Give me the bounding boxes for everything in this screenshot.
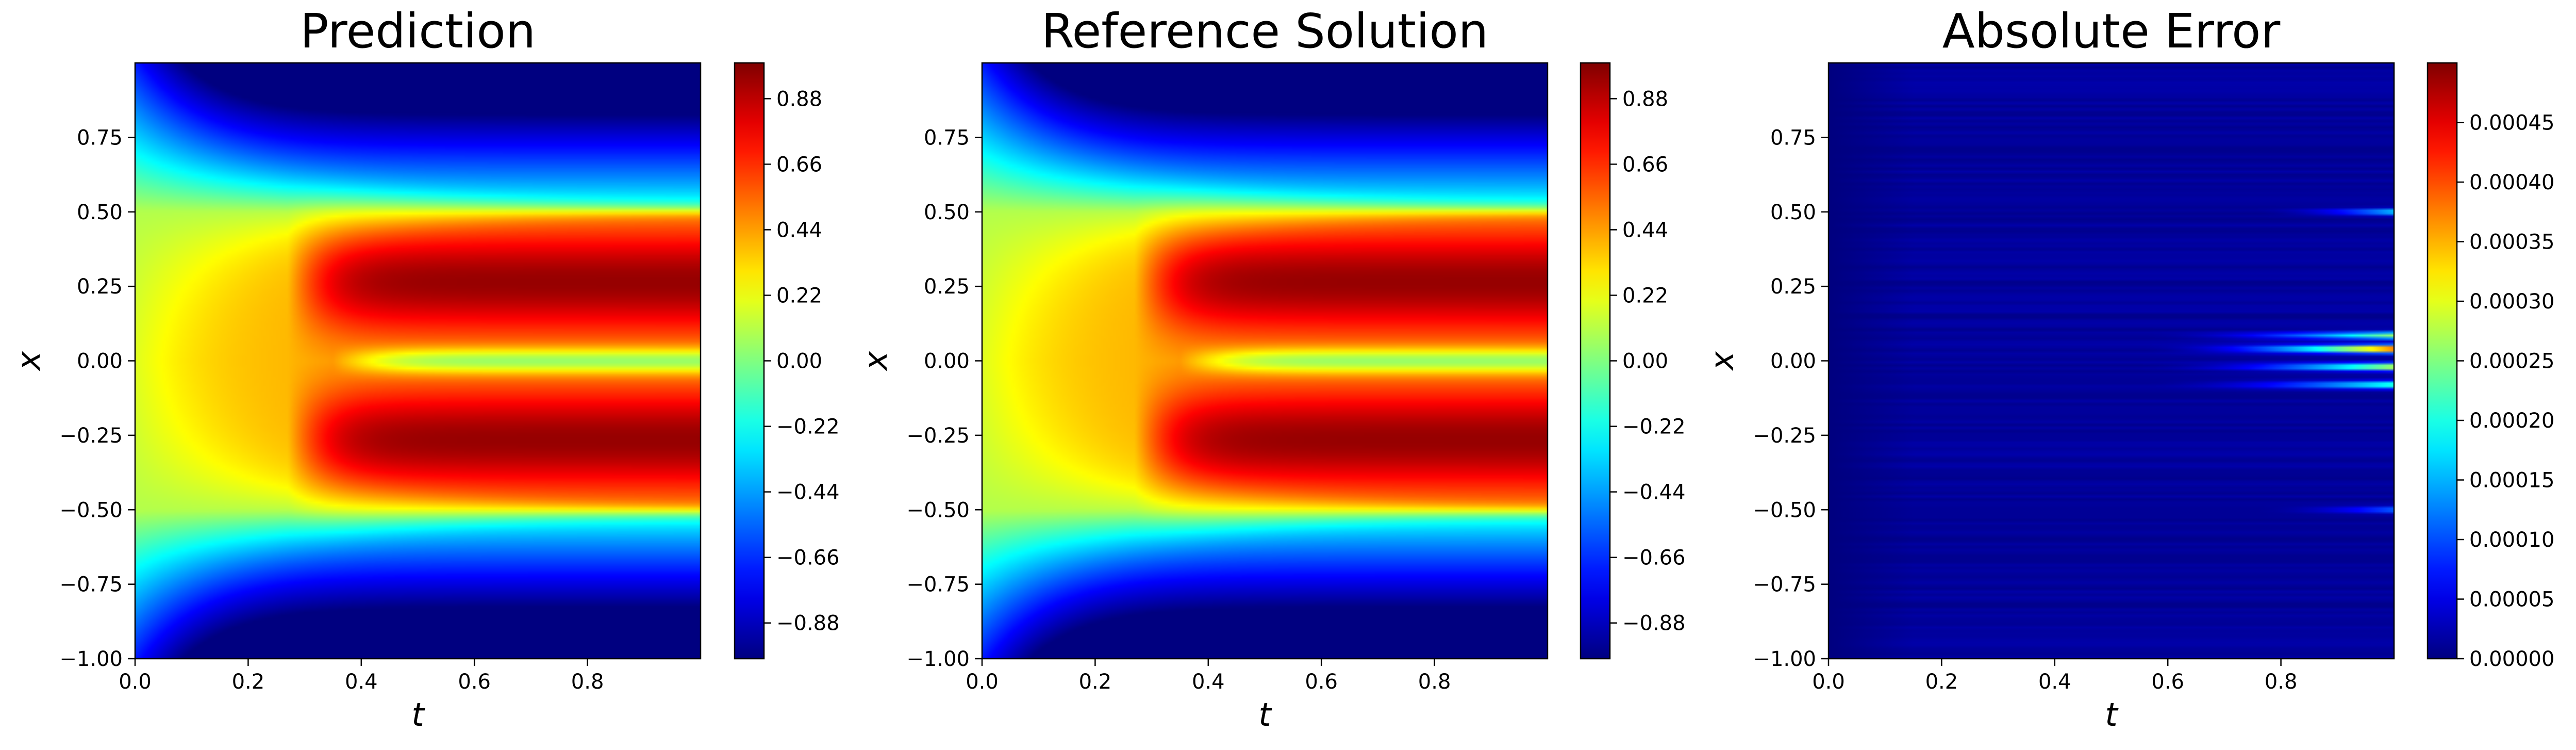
x-tick-label: 0.6 bbox=[2151, 670, 2184, 694]
panel-1: Prediction 0.0 0.2 0.4 0.6 0.8 0.75 0.50 0.25 0.0… bbox=[10, 4, 840, 733]
colorbar-tick-label: 0.22 bbox=[1622, 284, 1668, 307]
panel-2: Reference Solution 0.0 0.2 0.4 0.6 0.8 0.75 0.5… bbox=[857, 4, 1686, 733]
x-axis-label: t bbox=[1258, 696, 1272, 733]
colorbar-tick-label: 0.00035 bbox=[2469, 231, 2554, 254]
y-tick-label: 0.00 bbox=[77, 350, 123, 373]
y-tick-label: −0.75 bbox=[59, 573, 123, 597]
x-tick-label: 0.6 bbox=[458, 670, 491, 694]
panel-3: Absolute Error 0.0 0.2 0.4 0.6 0.8 0.75 0.50 0.2… bbox=[1703, 4, 2554, 733]
y-tick-label: −0.75 bbox=[906, 573, 970, 597]
panel-title: Reference Solution bbox=[1041, 4, 1488, 59]
colorbar-tick-label: 0.00000 bbox=[2469, 647, 2554, 671]
y-tick-label: 0.25 bbox=[77, 275, 123, 299]
colorbar-tick-label: 0.00020 bbox=[2469, 409, 2554, 433]
colorbar-tick-label: −0.22 bbox=[1622, 415, 1686, 439]
x-tick-label: 0.4 bbox=[2038, 670, 2071, 694]
y-axis-label: x bbox=[10, 351, 47, 371]
colorbar bbox=[2428, 63, 2457, 659]
panel-title: Absolute Error bbox=[1942, 4, 2281, 59]
y-tick-label: 0.50 bbox=[924, 201, 970, 224]
y-tick-label: −1.00 bbox=[906, 647, 970, 671]
x-tick-label: 0.0 bbox=[966, 670, 999, 694]
colorbar-tick-label: 0.00 bbox=[776, 350, 822, 373]
y-tick-label: 0.75 bbox=[924, 126, 970, 150]
y-tick-label: −0.50 bbox=[1753, 498, 1816, 522]
colorbar-tick-label: −0.88 bbox=[1622, 612, 1686, 635]
heatmap-image bbox=[982, 63, 1548, 659]
y-tick-label: −0.50 bbox=[59, 498, 123, 522]
y-axis-label: x bbox=[857, 351, 894, 371]
x-tick-label: 0.4 bbox=[345, 670, 378, 694]
y-tick-label: −1.00 bbox=[59, 647, 123, 671]
colorbar-tick-label: 0.44 bbox=[776, 218, 822, 242]
y-tick-label: 0.50 bbox=[77, 201, 123, 224]
colorbar-tick-label: 0.00015 bbox=[2469, 469, 2554, 493]
y-tick-label: 0.75 bbox=[1770, 126, 1816, 150]
colorbar bbox=[1581, 63, 1610, 659]
y-axis-label: x bbox=[1703, 351, 1741, 371]
colorbar-tick-label: 0.00 bbox=[1622, 350, 1668, 373]
x-tick-label: 0.8 bbox=[1418, 670, 1451, 694]
colorbar-tick-label: −0.66 bbox=[1622, 546, 1686, 570]
colorbar-tick-label: 0.88 bbox=[1622, 87, 1668, 111]
colorbar-tick-label: −0.44 bbox=[776, 481, 840, 504]
colorbar-tick-label: 0.22 bbox=[776, 284, 822, 307]
colorbar-tick-label: 0.00005 bbox=[2469, 588, 2554, 612]
heatmap-image bbox=[135, 63, 701, 659]
colorbar-tick-label: 0.00025 bbox=[2469, 350, 2554, 373]
y-tick-label: −0.25 bbox=[906, 424, 970, 448]
x-axis-label: t bbox=[411, 696, 425, 733]
colorbar bbox=[735, 63, 764, 659]
x-tick-label: 0.8 bbox=[571, 670, 604, 694]
colorbar-tick-label: 0.00045 bbox=[2469, 111, 2554, 135]
colorbar-tick-label: 0.88 bbox=[776, 87, 822, 111]
x-tick-label: 0.2 bbox=[1079, 670, 1112, 694]
colorbar-tick-label: −0.88 bbox=[776, 612, 840, 635]
x-axis-label: t bbox=[2105, 696, 2119, 733]
y-tick-label: −0.25 bbox=[1753, 424, 1816, 448]
colorbar-tick-label: 0.00030 bbox=[2469, 290, 2554, 314]
y-tick-label: 0.00 bbox=[924, 350, 970, 373]
y-tick-label: −1.00 bbox=[1753, 647, 1816, 671]
panel-title: Prediction bbox=[300, 4, 536, 59]
x-tick-label: 0.4 bbox=[1192, 670, 1225, 694]
colorbar-tick-label: 0.00010 bbox=[2469, 528, 2554, 552]
colorbar-tick-label: 0.66 bbox=[1622, 153, 1668, 176]
colorbar-tick-label: 0.44 bbox=[1622, 218, 1668, 242]
x-tick-label: 0.2 bbox=[232, 670, 265, 694]
colorbar-tick-label: −0.66 bbox=[776, 546, 840, 570]
x-tick-label: 0.2 bbox=[1925, 670, 1958, 694]
colorbar-tick-label: −0.44 bbox=[1622, 481, 1686, 504]
y-tick-label: −0.75 bbox=[1753, 573, 1816, 597]
x-tick-label: 0.0 bbox=[1812, 670, 1845, 694]
x-tick-label: 0.6 bbox=[1305, 670, 1338, 694]
colorbar-tick-label: −0.22 bbox=[776, 415, 840, 439]
y-tick-label: 0.50 bbox=[1770, 201, 1816, 224]
y-tick-label: 0.25 bbox=[1770, 275, 1816, 299]
x-tick-label: 0.0 bbox=[119, 670, 152, 694]
y-tick-label: 0.25 bbox=[924, 275, 970, 299]
y-tick-label: −0.50 bbox=[906, 498, 970, 522]
y-tick-label: 0.00 bbox=[1770, 350, 1816, 373]
colorbar-tick-label: 0.66 bbox=[776, 153, 822, 176]
y-tick-label: −0.25 bbox=[59, 424, 123, 448]
x-tick-label: 0.8 bbox=[2265, 670, 2298, 694]
colorbar-tick-label: 0.00040 bbox=[2469, 171, 2554, 194]
heatmap-image bbox=[1829, 63, 2394, 659]
y-tick-label: 0.75 bbox=[77, 126, 123, 150]
